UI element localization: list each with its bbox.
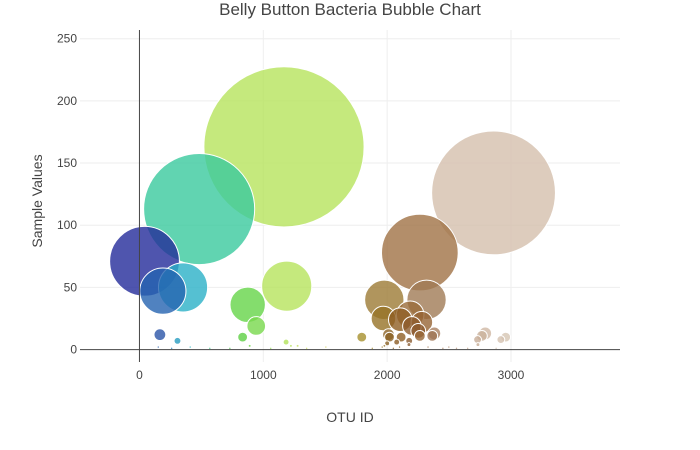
- y-tick-label: 50: [64, 280, 78, 294]
- bubble-point: [384, 331, 395, 343]
- bubble-point: [156, 345, 160, 349]
- y-tick-label: 0: [70, 343, 77, 357]
- x-tick-label: 1000: [250, 368, 277, 382]
- bubble-point: [188, 345, 192, 349]
- bubble-point: [426, 329, 439, 342]
- bubble-point: [295, 343, 300, 348]
- bubble-point: [381, 213, 459, 292]
- y-tick-label: 250: [57, 32, 77, 46]
- bubble-point: [393, 338, 401, 346]
- bubble-point: [247, 343, 252, 348]
- bubble-point: [475, 342, 481, 348]
- y-tick-label: 150: [57, 156, 77, 170]
- bubble-point: [288, 343, 293, 348]
- x-tick-label: 3000: [498, 368, 525, 382]
- bubble-point: [426, 345, 430, 349]
- bubble-point: [282, 338, 290, 346]
- bubble-point: [173, 336, 182, 345]
- bubble-point: [380, 345, 384, 349]
- bubble-point: [139, 267, 187, 315]
- bubble-point: [447, 345, 451, 349]
- y-tick-label: 200: [57, 94, 77, 108]
- bubble-point: [397, 345, 402, 349]
- bubble-point: [496, 335, 506, 345]
- bubble-point: [406, 342, 412, 348]
- bubble-point: [153, 328, 167, 342]
- bubble-point: [143, 153, 256, 266]
- bubble-point: [384, 340, 391, 347]
- x-tick-label: 2000: [374, 368, 401, 382]
- bubble-point: [246, 316, 267, 336]
- bubble-point: [261, 260, 313, 312]
- y-tick-label: 100: [57, 218, 77, 232]
- x-axis-label: OTU ID: [326, 409, 373, 425]
- bubble-point: [324, 345, 328, 349]
- y-axis-label: Sample Values: [29, 154, 45, 247]
- bubble-point: [413, 329, 426, 342]
- axes: 0 50 100 150 200 250 0 1000 2000 3000: [57, 30, 620, 382]
- x-tick-label: 0: [136, 368, 143, 382]
- bubble-point: [237, 331, 249, 343]
- bubble-point: [356, 331, 368, 343]
- bubble-series: [109, 66, 556, 351]
- bubble-point: [431, 130, 556, 256]
- chart-title: Belly Button Bacteria Bubble Chart: [219, 0, 481, 19]
